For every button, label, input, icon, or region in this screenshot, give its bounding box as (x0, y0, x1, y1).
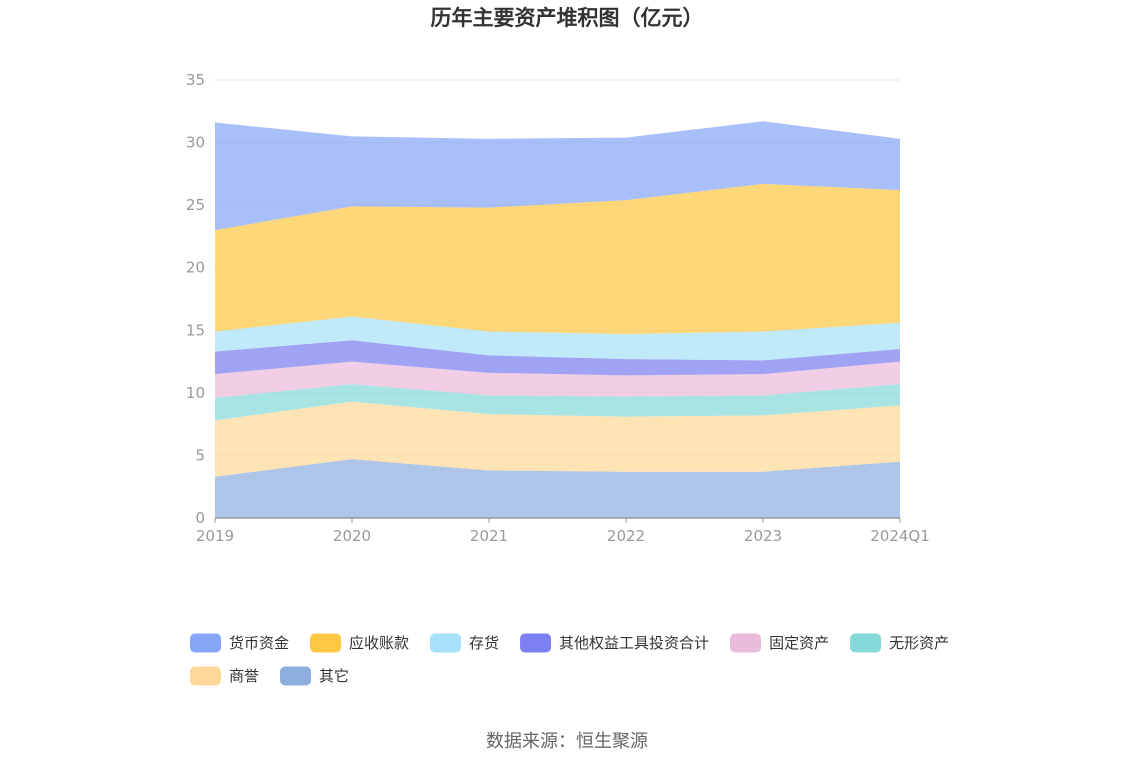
legend-swatch (850, 633, 882, 653)
area-固定资产 (215, 361, 900, 398)
y-tick-label: 20 (186, 259, 205, 277)
legend-item[interactable]: 其他权益工具投资合计 (520, 633, 709, 653)
legend-label: 商誉 (229, 667, 259, 685)
y-tick-label: 30 (186, 134, 205, 152)
legend-item[interactable]: 其它 (280, 666, 349, 686)
legend-swatch (190, 666, 221, 686)
legend-item[interactable]: 无形资产 (850, 633, 949, 653)
legend-item[interactable]: 商誉 (190, 666, 259, 686)
legend-swatch (310, 633, 342, 653)
legend-label: 其他权益工具投资合计 (559, 634, 709, 652)
area-商誉 (215, 401, 900, 477)
legend-label: 应收账款 (349, 634, 409, 652)
y-tick-label: 5 (195, 446, 205, 464)
legend-swatch (280, 666, 312, 686)
x-tick-label: 2024Q1 (870, 527, 930, 545)
legend-swatch (430, 633, 462, 653)
legend-label: 无形资产 (889, 634, 949, 652)
source-note: 数据来源：恒生聚源 (486, 731, 648, 752)
area-其它 (215, 459, 900, 518)
area-应收账款 (215, 183, 900, 335)
area-货币资金 (215, 121, 900, 231)
legend-swatch (520, 633, 552, 653)
legend-item[interactable]: 固定资产 (730, 633, 829, 653)
legend-item[interactable]: 货币资金 (190, 633, 289, 653)
x-tick-label: 2020 (333, 527, 371, 545)
area-其他权益工具投资合计 (215, 340, 900, 376)
area-series (215, 121, 900, 518)
axes: 2019 2020 2021 2022 2023 2024Q1 (196, 517, 930, 545)
legend-label: 固定资产 (769, 634, 829, 652)
x-tick-label: 2019 (196, 527, 234, 545)
y-tick-label: 25 (186, 196, 205, 214)
area-无形资产 (215, 384, 900, 421)
legend-label: 其它 (319, 667, 349, 685)
area-存货 (215, 316, 900, 361)
y-tick-label: 15 (186, 321, 205, 339)
x-tick-label: 2023 (744, 527, 782, 545)
legend-label: 货币资金 (229, 634, 289, 652)
legend-item[interactable]: 存货 (430, 633, 499, 653)
x-tick-label: 2022 (607, 527, 645, 545)
legend-item[interactable]: 应收账款 (310, 633, 409, 653)
chart-title: 历年主要资产堆积图（亿元） (431, 6, 704, 30)
legend-swatch (730, 633, 762, 653)
y-tick-label: 10 (186, 384, 205, 402)
x-tick-label: 2021 (470, 527, 508, 545)
legend-swatch (190, 633, 221, 653)
legend-label: 存货 (469, 634, 499, 652)
y-tick-label: 35 (186, 71, 205, 89)
y-tick-label: 0 (195, 509, 205, 527)
